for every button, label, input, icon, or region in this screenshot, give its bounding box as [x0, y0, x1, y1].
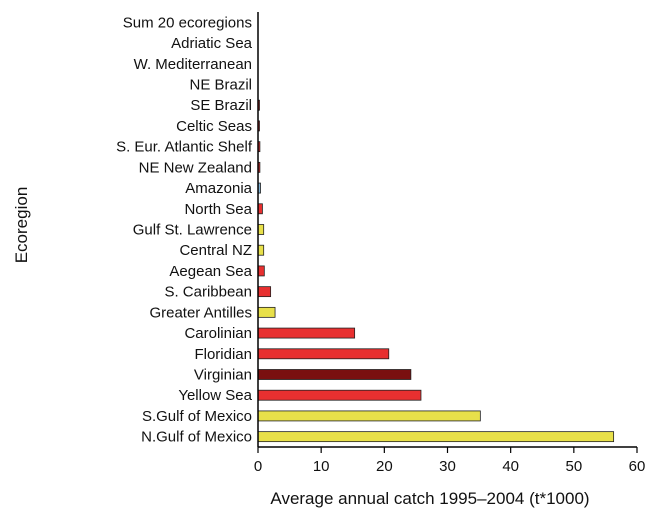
category-label: NE Brazil	[189, 77, 252, 94]
category-label: Aegean Sea	[169, 263, 252, 280]
x-tick-label: 30	[439, 458, 456, 475]
bar	[257, 348, 390, 360]
x-tick-label: 40	[502, 458, 519, 475]
category-label: NE New Zealand	[139, 159, 252, 176]
category-label: S. Eur. Atlantic Shelf	[116, 139, 253, 156]
category-label: Adriatic Sea	[171, 35, 253, 52]
category-label: North Sea	[184, 201, 252, 218]
category-label: S.Gulf of Mexico	[142, 408, 252, 425]
bar	[257, 306, 276, 318]
x-axis-title: Average annual catch 1995–2004 (t*1000)	[270, 489, 589, 508]
x-tick-label: 50	[565, 458, 582, 475]
x-ticks: 0 10 20 30 40 50 60	[254, 447, 646, 475]
bar	[257, 224, 265, 235]
category-label: Carolinian	[184, 325, 252, 342]
bar	[257, 286, 272, 298]
category-label: Virginian	[194, 367, 252, 384]
category-label: Celtic Seas	[176, 118, 252, 135]
category-label: Central NZ	[179, 242, 252, 259]
bar	[257, 244, 265, 256]
category-label: Greater Antilles	[149, 304, 252, 321]
bar	[257, 410, 481, 422]
category-label: N.Gulf of Mexico	[141, 429, 252, 446]
x-tick-label: 20	[376, 458, 393, 475]
bars	[257, 99, 615, 443]
y-axis-title: Ecoregion	[12, 187, 31, 264]
bar	[257, 369, 412, 380]
category-label: Sum 20 ecoregions	[123, 14, 252, 31]
category-label: S. Caribbean	[164, 284, 252, 301]
bar	[257, 265, 265, 277]
category-label: Yellow Sea	[178, 387, 252, 404]
category-label: SE Brazil	[190, 97, 252, 114]
category-label: Gulf St. Lawrence	[133, 222, 252, 239]
x-tick-label: 60	[629, 458, 646, 475]
category-label: Amazonia	[185, 180, 252, 197]
bar	[257, 389, 422, 401]
y-tick-labels: Sum 20 ecoregions Adriatic Sea W. Mediterr…	[116, 14, 253, 445]
bar	[257, 327, 356, 339]
bar	[257, 431, 615, 443]
x-tick-label: 10	[313, 458, 330, 475]
category-label: Floridian	[194, 346, 252, 363]
x-tick-label: 0	[254, 458, 262, 475]
category-label: W. Mediterranean	[134, 56, 252, 73]
